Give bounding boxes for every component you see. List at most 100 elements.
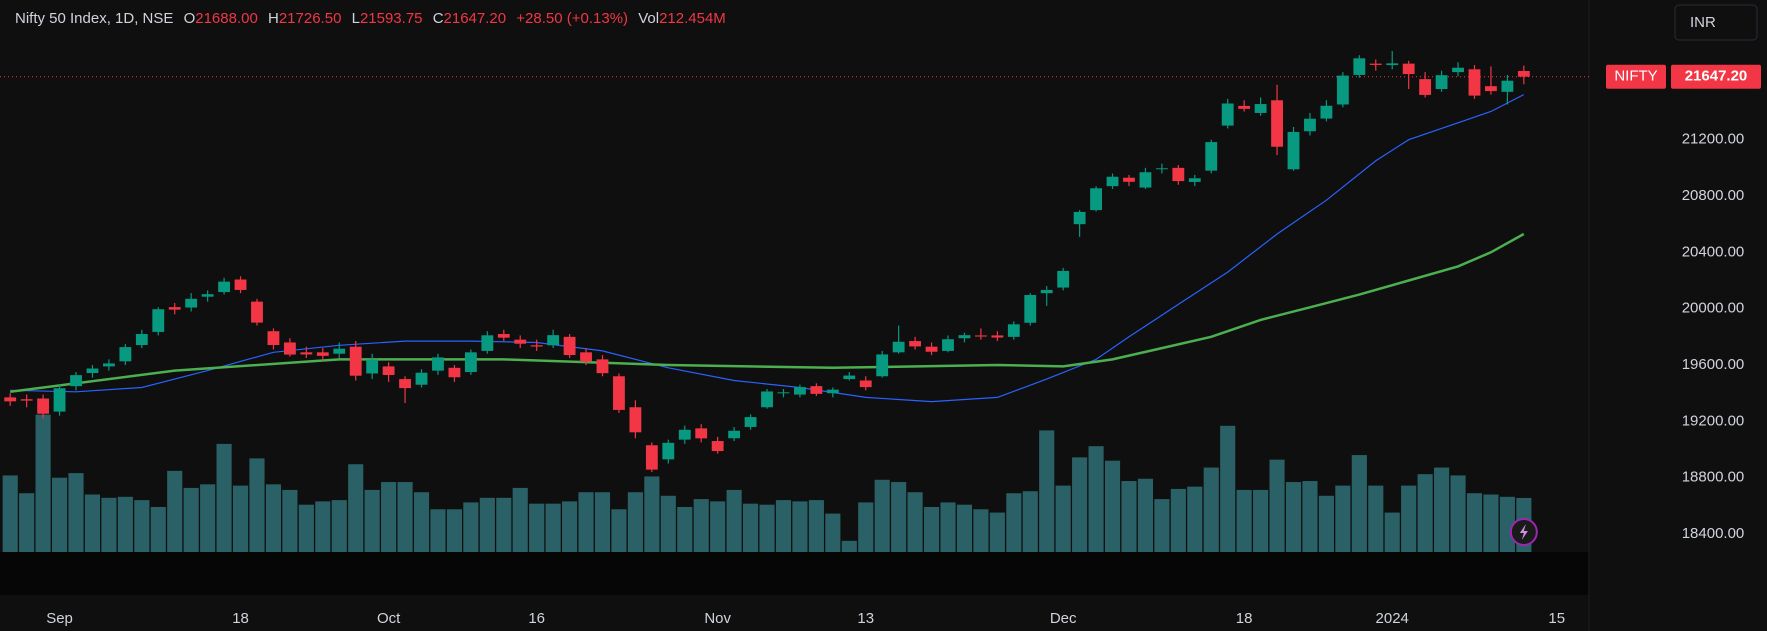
candle-body	[596, 359, 609, 374]
candle-body	[366, 359, 379, 374]
candle-body	[1386, 63, 1399, 66]
candle-body	[300, 352, 313, 355]
candle-body	[909, 341, 922, 347]
volume-bar	[1450, 475, 1466, 552]
candle-body	[695, 428, 708, 439]
volume-bar	[743, 503, 759, 552]
volume-bar	[19, 493, 35, 552]
candle-body	[168, 307, 181, 310]
high-value: 21726.50	[278, 10, 342, 27]
candle-body	[1287, 131, 1300, 170]
candle-body	[826, 389, 839, 394]
candle-body	[1238, 105, 1251, 109]
candle-body	[135, 334, 148, 345]
candle-body	[185, 298, 198, 308]
volume-bar	[2, 475, 18, 552]
candle-body	[152, 309, 165, 332]
candle-body	[794, 387, 806, 395]
volume-bar	[989, 512, 1005, 552]
currency-button[interactable]	[1674, 4, 1758, 41]
volume-value: 212.454M	[659, 10, 726, 27]
candle-body	[1221, 103, 1234, 126]
price-tag-value-box	[1671, 64, 1761, 89]
candle-body	[349, 346, 362, 376]
volume-bar	[35, 414, 51, 552]
candle-body	[645, 445, 658, 470]
candle-body	[1353, 58, 1366, 75]
volume-bar	[1417, 474, 1433, 552]
candle-body	[1123, 177, 1135, 182]
candle-body	[382, 366, 395, 375]
candle-body	[102, 363, 115, 367]
volume-bar	[381, 482, 397, 552]
candle-body	[514, 339, 527, 344]
volume-bar	[430, 509, 446, 552]
volume-bar	[1203, 467, 1219, 552]
volume-bar	[200, 484, 216, 552]
candle-body	[1402, 63, 1415, 75]
volume-bar	[660, 495, 676, 552]
volume-bar	[1039, 430, 1055, 552]
time-band	[0, 552, 1589, 595]
volume-bar	[134, 500, 150, 552]
volume-label: Vol	[638, 10, 660, 27]
volume-bar	[792, 501, 808, 552]
candle-body	[1369, 63, 1382, 65]
candle-body	[218, 281, 231, 293]
candle-body	[1024, 295, 1037, 323]
change-value: +28.50 (+0.13%)	[516, 10, 629, 27]
volume-bar	[397, 482, 413, 552]
candle-body	[1139, 172, 1152, 188]
currency-label[interactable]: INR	[1690, 14, 1716, 31]
volume-bar	[1285, 482, 1302, 552]
volume-bar	[1137, 478, 1154, 552]
candle-body	[662, 442, 675, 460]
candle-body	[958, 335, 971, 339]
volume-bar	[923, 506, 940, 552]
price-tag-value: 21647.20	[1685, 68, 1748, 85]
volume-bar	[167, 470, 183, 552]
volume-bar	[1104, 460, 1121, 552]
volume-bar	[940, 502, 956, 552]
y-tick-label: 19200.00	[1682, 412, 1745, 429]
candle-body	[1485, 86, 1497, 92]
candle-body	[1435, 75, 1448, 89]
volume-bar	[1088, 446, 1104, 552]
candle-body	[613, 376, 625, 410]
candle-body	[448, 367, 461, 378]
volume-bar	[101, 497, 117, 552]
y-tick-label: 20800.00	[1682, 187, 1745, 204]
x-tick-label: 13	[857, 610, 874, 627]
volume-bar	[874, 479, 890, 552]
y-tick-label: 20400.00	[1682, 243, 1745, 260]
candle-body	[1271, 100, 1283, 147]
candle-body	[1172, 167, 1185, 182]
price-tag-name-box	[1606, 64, 1666, 89]
volume-bar	[348, 464, 364, 552]
candle-body	[497, 334, 510, 338]
volume-bar	[693, 499, 709, 552]
y-tick-label: 21200.00	[1682, 131, 1745, 148]
y-tick-label: 18800.00	[1682, 469, 1745, 486]
candle-body	[1188, 178, 1201, 182]
volume-bar	[562, 501, 578, 552]
candle-body	[283, 342, 296, 355]
volume-bar	[775, 500, 792, 552]
candle-body	[481, 335, 494, 351]
volume-bar	[858, 502, 874, 552]
volume-bar	[84, 494, 101, 552]
candle-body	[1007, 324, 1020, 337]
candle-body	[843, 375, 856, 380]
volume-bar	[479, 497, 495, 552]
volume-bar	[298, 504, 314, 552]
candle-body	[744, 417, 757, 427]
y-tick-label: 20000.00	[1682, 300, 1745, 317]
candle-body	[1304, 118, 1316, 132]
volume-bar	[1483, 494, 1499, 552]
candle-body	[1090, 188, 1103, 211]
x-tick-label: Oct	[377, 610, 401, 627]
candle-body	[4, 397, 17, 402]
candle-body	[464, 352, 477, 373]
moving-average-line	[10, 232, 1525, 394]
